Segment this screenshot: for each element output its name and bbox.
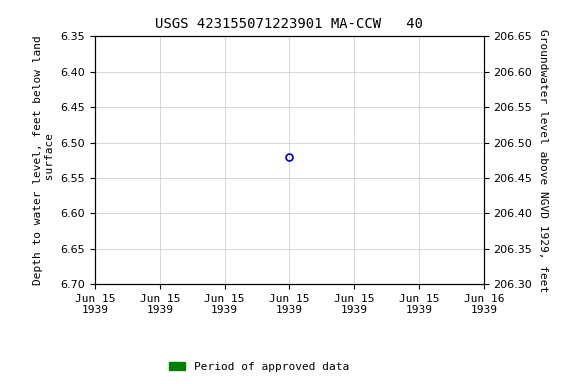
Y-axis label: Groundwater level above NGVD 1929, feet: Groundwater level above NGVD 1929, feet — [538, 29, 548, 292]
Title: USGS 423155071223901 MA-CCW   40: USGS 423155071223901 MA-CCW 40 — [156, 17, 423, 31]
Legend: Period of approved data: Period of approved data — [164, 358, 354, 377]
Y-axis label: Depth to water level, feet below land
 surface: Depth to water level, feet below land su… — [33, 35, 55, 285]
